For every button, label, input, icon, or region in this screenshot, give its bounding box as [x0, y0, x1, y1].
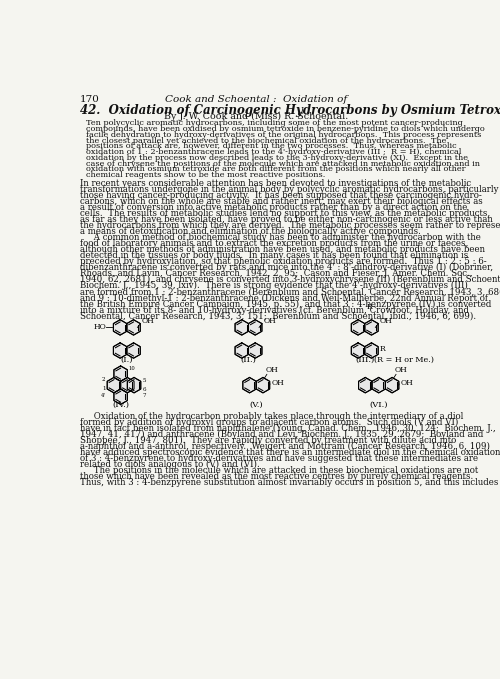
- Text: In recent years considerable attention has been devoted to investigations of the: In recent years considerable attention h…: [80, 179, 470, 188]
- Polygon shape: [248, 343, 262, 359]
- Text: formed by addition of hydroxyl groups to adjacent carbon atoms.  Such diols (V a: formed by addition of hydroxyl groups to…: [80, 418, 458, 427]
- Text: a means of detoxification and elimination of the biologically active compounds.: a means of detoxification and eliminatio…: [80, 227, 420, 236]
- Text: are formed from 1 : 2-benzanthracene (Berenblum and Schoental, Cancer Research, : are formed from 1 : 2-benzanthracene (Be…: [80, 287, 500, 296]
- Text: By J. W. Cook and (Miss) R. Schoental.: By J. W. Cook and (Miss) R. Schoental.: [164, 111, 348, 121]
- Text: The positions in the molecule which are attacked in these biochemical oxidations: The positions in the molecule which are …: [80, 466, 478, 475]
- Polygon shape: [372, 378, 386, 393]
- Text: the hydrocarbons from which they are derived.  The metabolic processes seem rath: the hydrocarbons from which they are der…: [80, 221, 500, 230]
- Text: 1947, 41, 417) and anthracene (Boyland and Levi, Biochem. J., 1935, 29, 2679;  B: 1947, 41, 417) and anthracene (Boyland a…: [80, 430, 483, 439]
- Text: food of laboratory animals and to extract the excretion products from the urine : food of laboratory animals and to extrac…: [80, 239, 468, 249]
- Polygon shape: [235, 343, 248, 359]
- Polygon shape: [114, 343, 127, 359]
- Text: and 9 : 10-dimethyl-1 : 2-benzanthracene (Dickens and Weil-Malherbe, 22nd Annual: and 9 : 10-dimethyl-1 : 2-benzanthracene…: [80, 293, 488, 303]
- Text: the British Empire Cancer Campaign, 1945, p. 55), and that 3 : 4-benzpyrene (IV): the British Empire Cancer Campaign, 1945…: [80, 299, 491, 308]
- Text: compounds, have been oxidised by osmium tetroxide in benzene-pyridine to diols w: compounds, have been oxidised by osmium …: [86, 125, 484, 133]
- Text: OH: OH: [272, 379, 284, 387]
- Text: although other methods of administration have been used, and metabolic products : although other methods of administration…: [80, 245, 484, 255]
- Text: (I.): (I.): [120, 356, 133, 364]
- Polygon shape: [256, 378, 270, 393]
- Polygon shape: [365, 320, 378, 335]
- Text: a-naphthol and a-anthrol, respectively.  Weigert and Mottram (Cancer Research, 1: a-naphthol and a-anthrol, respectively. …: [80, 442, 490, 452]
- Text: R: R: [367, 304, 373, 311]
- Text: the closest parallel yet achieved to the biochemical oxidation of the hydrocarbo: the closest parallel yet achieved to the…: [86, 136, 446, 145]
- Polygon shape: [107, 378, 120, 393]
- Text: oxidation of 1 : 2-benzanthracene leads to the 4'-hydroxy-derivative (III ;  R =: oxidation of 1 : 2-benzanthracene leads …: [86, 148, 461, 156]
- Text: OH: OH: [394, 365, 407, 373]
- Text: 5: 5: [142, 378, 146, 383]
- Text: Biochem. J., 1945, 39, lxiv).  There is strong evidence that the 4'-hydroxy-deri: Biochem. J., 1945, 39, lxiv). There is s…: [80, 281, 468, 291]
- Text: (VI.): (VI.): [370, 401, 388, 409]
- Text: (R = H or Me.): (R = H or Me.): [374, 356, 434, 364]
- Text: Shoppee, J., 1947, 801).  They are rapidly converted by treatment with dilute ac: Shoppee, J., 1947, 801). They are rapidl…: [80, 436, 456, 445]
- Polygon shape: [114, 366, 128, 382]
- Text: related to diols analogous to (V) and (VI).: related to diols analogous to (V) and (V…: [80, 460, 260, 469]
- Text: oxidation by the process now described leads to the 3-hydroxy-derivative (XI).  : oxidation by the process now described l…: [86, 154, 468, 162]
- Text: 1: 1: [102, 386, 106, 391]
- Polygon shape: [128, 378, 141, 393]
- Text: into a mixture of its 8- and 10-hydroxy-derivatives (cf. Berenblum, Crowfoot, Ho: into a mixture of its 8- and 10-hydroxy-…: [80, 306, 468, 314]
- Polygon shape: [365, 343, 378, 359]
- Text: Ten polycyclic aromatic hydrocarbons, including some of the most potent cancer-p: Ten polycyclic aromatic hydrocarbons, in…: [86, 120, 463, 127]
- Text: HO: HO: [94, 323, 106, 331]
- Text: dibenzanthracene is converted by rats and mice into the 4' : 8'-dihdroy-derivati: dibenzanthracene is converted by rats an…: [80, 263, 492, 272]
- Polygon shape: [352, 343, 365, 359]
- Text: transformations undergone in the animal body by polycyclic aromatic hydrocarbons: transformations undergone in the animal …: [80, 185, 498, 194]
- Text: OH: OH: [266, 365, 278, 373]
- Polygon shape: [120, 378, 134, 393]
- Text: 2: 2: [102, 377, 106, 382]
- Polygon shape: [248, 320, 262, 335]
- Text: Rhoads, and Lavin, Cancer Research, 1942, 2, 95;  Cason and Fieser, J. Amer. Che: Rhoads, and Lavin, Cancer Research, 1942…: [80, 270, 472, 278]
- Polygon shape: [127, 320, 140, 335]
- Text: positions of attack are, however, different in the two processes.  Thus, whereas: positions of attack are, however, differ…: [86, 143, 457, 150]
- Text: cells.  The results of metabolic studies lend no support to this view, as the me: cells. The results of metabolic studies …: [80, 209, 490, 218]
- Polygon shape: [127, 343, 140, 359]
- Text: 42.  Oxidation of Carcinogenic Hydrocarbons by Osmium Tetroxide.: 42. Oxidation of Carcinogenic Hydrocarbo…: [80, 104, 500, 117]
- Text: as far as they have been isolated, have proved to be either non-carcinogenic or : as far as they have been isolated, have …: [80, 215, 492, 224]
- Text: Oxidation of the hydrocarbon probably takes place through the intermediary of a : Oxidation of the hydrocarbon probably ta…: [80, 412, 463, 421]
- Text: case of chrysene the positions of the molecule which are attacked in metabolic o: case of chrysene the positions of the mo…: [86, 160, 480, 168]
- Text: those having cancer-producing activity.  It has been supposed that these carcino: those having cancer-producing activity. …: [80, 191, 481, 200]
- Polygon shape: [358, 378, 372, 393]
- Text: OH: OH: [400, 379, 413, 387]
- Text: preceded by hydroxylation, so that phenolic oxidation products are formed.  Thus: preceded by hydroxylation, so that pheno…: [80, 257, 486, 266]
- Polygon shape: [114, 389, 128, 405]
- Text: (II.): (II.): [240, 356, 256, 364]
- Text: 7: 7: [142, 393, 146, 398]
- Text: carbons, which on the whole are stable and rather inert, may exert their biologi: carbons, which on the whole are stable a…: [80, 197, 482, 206]
- Text: (IV.): (IV.): [112, 401, 129, 409]
- Polygon shape: [352, 320, 365, 335]
- Text: OH: OH: [264, 317, 276, 325]
- Polygon shape: [114, 320, 127, 335]
- Polygon shape: [386, 378, 399, 393]
- Text: OH: OH: [142, 317, 155, 325]
- Text: detected in the tissues or body fluids.  In many cases it has been found that el: detected in the tissues or body fluids. …: [80, 251, 468, 260]
- Text: have in fact been isolated from naphthalene (Young, Canad. Chem., 1946, 30, 124;: have in fact been isolated from naphthal…: [80, 424, 496, 433]
- Polygon shape: [235, 320, 248, 335]
- Text: A common method of biochemical study has been to administer the hydrocarbon with: A common method of biochemical study has…: [80, 234, 480, 242]
- Text: 10: 10: [128, 366, 135, 371]
- Text: (V.): (V.): [250, 401, 263, 409]
- Text: Thus, with 3 : 4-benzpyrene substitution almost invariably occurs in position 5,: Thus, with 3 : 4-benzpyrene substitution…: [80, 478, 498, 488]
- Text: those which have been revealed as the most reactive centres by purely chemical r: those which have been revealed as the mo…: [80, 472, 473, 481]
- Text: chemical reagents show to be the most reactive positions.: chemical reagents show to be the most re…: [86, 171, 325, 179]
- Text: OH: OH: [380, 317, 392, 325]
- Text: a result of conversion into active metabolic products rather than by a direct ac: a result of conversion into active metab…: [80, 203, 467, 212]
- Text: 6: 6: [142, 387, 146, 392]
- Polygon shape: [243, 378, 256, 393]
- Text: oxidation with osmium tetroxide are both different from the positions which near: oxidation with osmium tetroxide are both…: [86, 166, 465, 173]
- Text: 1940, 62, 2681), and chrysene is converted into 3-hydroxychrysene (II) (Berenblu: 1940, 62, 2681), and chrysene is convert…: [80, 276, 500, 285]
- Text: 4': 4': [100, 393, 105, 398]
- Text: R: R: [380, 345, 386, 353]
- Text: Schoental, Cancer Research, 1943, 3, 151;  Berenblum and Schoental, ibid., 1946,: Schoental, Cancer Research, 1943, 3, 151…: [80, 312, 475, 320]
- Text: facile dehydration to hydroxy-derivatives of the original hydrocarbons.  This pr: facile dehydration to hydroxy-derivative…: [86, 131, 481, 139]
- Text: (III.): (III.): [355, 356, 374, 364]
- Text: 170: 170: [80, 95, 100, 105]
- Text: of 3 : 4-benzpyrene to hydroxy-derivatives and have suggested that these interme: of 3 : 4-benzpyrene to hydroxy-derivativ…: [80, 454, 477, 463]
- Text: have adduced spectroscopic evidence that there is an intermediate diol in the ch: have adduced spectroscopic evidence that…: [80, 448, 500, 457]
- Text: Cook and Schoental :  Oxidation of: Cook and Schoental : Oxidation of: [165, 95, 348, 105]
